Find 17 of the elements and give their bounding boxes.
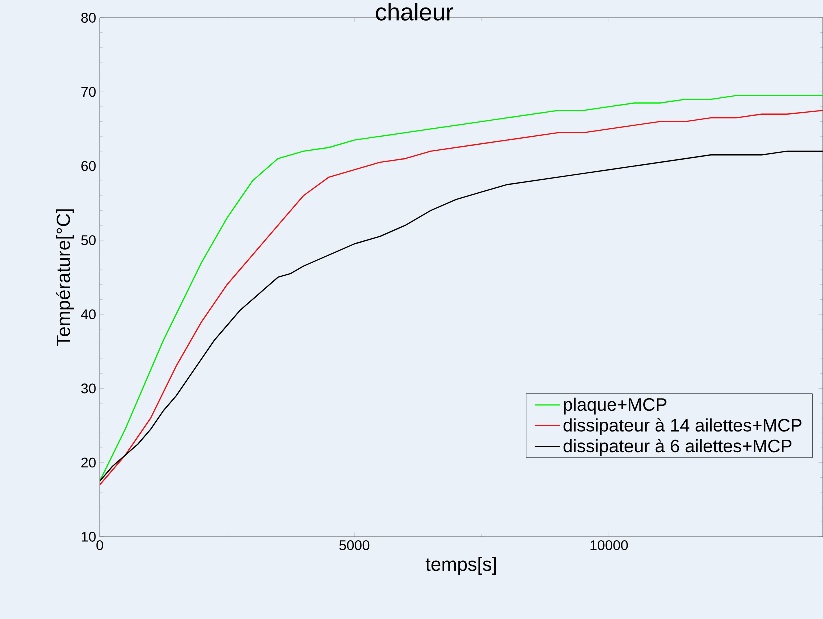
legend-label: plaque+MCP	[564, 398, 667, 415]
legend-label: dissipateur à 6 ailettes+MCP	[564, 439, 792, 456]
y-tick-label: 10	[82, 532, 96, 542]
y-tick-label: 20	[82, 458, 96, 468]
y-tick-label: 70	[82, 87, 96, 98]
legend-label: dissipateur à 14 ailettes+MCP	[564, 418, 802, 436]
chart-title: chaleur	[376, 3, 454, 21]
x-tick-label: 5000	[340, 540, 370, 550]
y-tick-label: 60	[82, 161, 96, 172]
y-tick-label: 50	[81, 235, 96, 246]
x-axis-title: temps[s]	[426, 557, 496, 575]
x-tick-label: 0	[96, 540, 104, 550]
y-axis-title: Température[°C]	[56, 210, 74, 346]
x-tick-label: 10000	[590, 540, 628, 550]
y-tick-label: 30	[81, 384, 96, 394]
y-tick-label: 80	[82, 13, 96, 23]
y-tick-label: 40	[81, 310, 96, 320]
